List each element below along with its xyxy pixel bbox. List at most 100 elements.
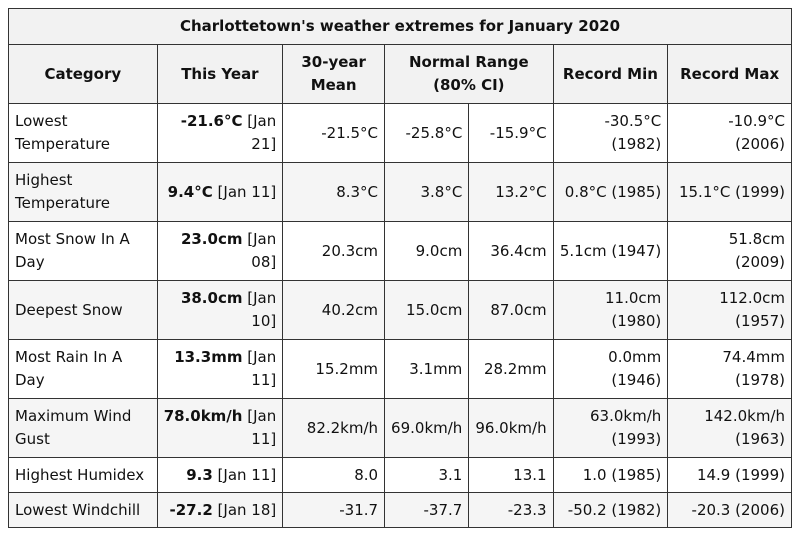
cell-category: Deepest Snow — [8, 280, 158, 340]
cell-mean: -21.5°C — [282, 103, 386, 163]
this-year-value: 9.3 — [186, 465, 213, 484]
cell-range-high: -23.3 — [468, 492, 554, 528]
cell-range-high: 13.1 — [468, 457, 554, 493]
record-min-value: 0.0mm (1946) — [608, 348, 662, 389]
range-high-value: -23.3 — [507, 500, 547, 519]
header-record-max: Record Max — [667, 44, 792, 104]
table-row: Maximum Wind Gust 78.0km/h [Jan 11] 82.2km… — [8, 398, 792, 458]
cell-record-min: -30.5°C (1982) — [552, 103, 669, 163]
record-min-value: 63.0km/h (1993) — [590, 407, 662, 448]
cell-this-year: 38.0cm [Jan 10] — [156, 280, 284, 340]
mean-value: 20.3cm — [321, 241, 379, 260]
record-min-value: 0.8°C (1985) — [564, 182, 662, 201]
cell-range-high: 87.0cm — [468, 280, 554, 340]
cell-record-min: 1.0 (1985) — [552, 457, 669, 493]
this-year-date: [Jan 11] — [247, 348, 277, 389]
this-year-date: [Jan 18] — [217, 500, 277, 519]
record-min-value: 1.0 (1985) — [582, 465, 662, 484]
range-high-value: 28.2mm — [483, 359, 547, 378]
cell-mean: 82.2km/h — [282, 398, 386, 458]
mean-value: 8.3°C — [336, 182, 379, 201]
this-year-date: [Jan 10] — [247, 289, 277, 330]
cell-range-high: -15.9°C — [468, 103, 554, 163]
cell-mean: 20.3cm — [282, 221, 386, 281]
range-high-value: 96.0km/h — [475, 418, 547, 437]
this-year-value: -27.2 — [169, 500, 213, 519]
cell-category: Most Snow In A Day — [8, 221, 158, 281]
cell-record-max: 142.0km/h (1963) — [667, 398, 792, 458]
mean-value: 15.2mm — [315, 359, 379, 378]
category-text: Most Snow In A Day — [15, 230, 130, 271]
cell-this-year: 23.0cm [Jan 08] — [156, 221, 284, 281]
table-title: Charlottetown's weather extremes for Jan… — [8, 8, 792, 45]
cell-record-min: 5.1cm (1947) — [552, 221, 669, 281]
record-max-value: 15.1°C (1999) — [678, 182, 785, 201]
cell-range-high: 36.4cm — [468, 221, 554, 281]
record-max-value: 51.8cm (2009) — [728, 230, 785, 271]
this-year-date: [Jan 21] — [247, 112, 277, 153]
cell-category: Most Rain In A Day — [8, 339, 158, 399]
header-mean-line1: 30-year — [301, 53, 366, 71]
this-year-value: 23.0cm — [180, 230, 243, 248]
this-year-date: [Jan 11] — [217, 182, 277, 201]
cell-this-year: 9.3 [Jan 11] — [156, 457, 284, 493]
cell-this-year: 9.4°C [Jan 11] — [156, 162, 284, 222]
range-high-value: 13.1 — [513, 465, 547, 484]
cell-category: Lowest Windchill — [8, 492, 158, 528]
table-row: Most Rain In A Day 13.3mm [Jan 11] 15.2mm 3… — [8, 339, 792, 399]
mean-value: 8.0 — [354, 465, 379, 484]
weather-extremes-table: Charlottetown's weather extremes for Jan… — [8, 8, 792, 528]
cell-record-min: -50.2 (1982) — [552, 492, 669, 528]
cell-record-max: 112.0cm (1957) — [667, 280, 792, 340]
cell-this-year: -27.2 [Jan 18] — [156, 492, 284, 528]
header-normal-range: Normal Range (80% CI) — [384, 44, 554, 104]
header-range-line1: Normal Range — [408, 53, 529, 71]
record-min-value: -50.2 (1982) — [567, 500, 662, 519]
header-category: Category — [8, 44, 158, 104]
cell-record-min: 0.8°C (1985) — [552, 162, 669, 222]
range-low-value: 15.0cm — [406, 300, 463, 319]
mean-value: 40.2cm — [321, 300, 379, 319]
header-mean: 30-year Mean — [282, 44, 386, 104]
cell-this-year: 78.0km/h [Jan 11] — [156, 398, 284, 458]
cell-this-year: -21.6°C [Jan 21] — [156, 103, 284, 163]
cell-range-low: 3.1 — [384, 457, 470, 493]
cell-category: Maximum Wind Gust — [8, 398, 158, 458]
cell-mean: 8.3°C — [282, 162, 386, 222]
cell-record-max: -20.3 (2006) — [667, 492, 792, 528]
header-record-min: Record Min — [552, 44, 669, 104]
record-min-value: -30.5°C (1982) — [604, 112, 662, 153]
cell-range-low: -37.7 — [384, 492, 470, 528]
cell-range-low: 3.1mm — [384, 339, 470, 399]
this-year-value: -21.6°C — [180, 112, 243, 130]
category-text: Highest Temperature — [15, 171, 111, 212]
cell-mean: -31.7 — [282, 492, 386, 528]
this-year-date: [Jan 08] — [247, 230, 277, 271]
table-row: Highest Temperature 9.4°C [Jan 11] 8.3°C 3.… — [8, 162, 792, 222]
this-year-date: [Jan 11] — [247, 407, 277, 448]
header-this-year: This Year — [156, 44, 284, 104]
cell-range-low: 69.0km/h — [384, 398, 470, 458]
header-mean-line2: Mean — [310, 76, 357, 94]
cell-record-min: 0.0mm (1946) — [552, 339, 669, 399]
mean-value: 82.2km/h — [306, 418, 379, 437]
this-year-value: 9.4°C — [167, 182, 213, 201]
table-row: Highest Humidex 9.3 [Jan 11] 8.0 3.1 13.1 1.0… — [8, 457, 792, 493]
cell-record-max: 51.8cm (2009) — [667, 221, 792, 281]
category-text: Lowest Temperature — [15, 112, 111, 153]
mean-value: -21.5°C — [321, 123, 379, 142]
this-year-value: 13.3mm — [174, 348, 243, 366]
category-text: Lowest Windchill — [15, 500, 141, 519]
table-row: Deepest Snow 38.0cm [Jan 10] 40.2cm 15.0cm 8… — [8, 280, 792, 340]
range-low-value: 3.8°C — [420, 182, 463, 201]
range-high-value: -15.9°C — [489, 123, 547, 142]
table-row: Lowest Windchill -27.2 [Jan 18] -31.7 -37.7… — [8, 492, 792, 528]
cell-record-max: 15.1°C (1999) — [667, 162, 792, 222]
range-low-value: -37.7 — [423, 500, 463, 519]
record-max-value: 14.9 (1999) — [696, 465, 785, 484]
cell-category: Lowest Temperature — [8, 103, 158, 163]
cell-range-low: 3.8°C — [384, 162, 470, 222]
category-text: Most Rain In A Day — [15, 348, 123, 389]
record-max-value: 112.0cm (1957) — [719, 289, 785, 330]
record-max-value: 142.0km/h (1963) — [704, 407, 785, 448]
